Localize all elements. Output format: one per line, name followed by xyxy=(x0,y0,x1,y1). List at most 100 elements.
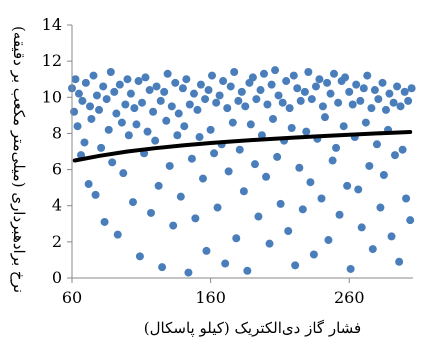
data-point xyxy=(404,96,413,105)
data-point xyxy=(124,131,133,140)
data-point xyxy=(385,89,394,98)
data-point xyxy=(378,78,387,87)
data-point xyxy=(202,246,211,255)
data-point xyxy=(309,250,318,259)
data-point xyxy=(345,87,354,96)
y-axis-label: نرخ برادهبرداری (میلی‌متر مکعب بر دقیقه) xyxy=(10,26,28,293)
data-point xyxy=(257,131,266,140)
data-point xyxy=(173,131,182,140)
data-point xyxy=(300,87,309,96)
data-point xyxy=(311,82,320,91)
data-point xyxy=(213,203,222,212)
data-point xyxy=(167,102,176,111)
data-point xyxy=(302,127,311,136)
data-point xyxy=(400,87,409,96)
data-point xyxy=(406,216,415,225)
data-point xyxy=(370,86,379,95)
data-point xyxy=(390,151,399,160)
data-point xyxy=(128,198,137,207)
data-point xyxy=(256,86,265,95)
data-point xyxy=(198,174,207,183)
data-point xyxy=(381,105,390,114)
data-point xyxy=(119,169,128,178)
data-point xyxy=(162,116,171,125)
data-point xyxy=(86,102,95,111)
data-point xyxy=(163,69,172,78)
data-point xyxy=(241,102,250,111)
data-point xyxy=(278,98,287,107)
data-point xyxy=(117,118,126,127)
data-point xyxy=(287,124,296,133)
data-points xyxy=(68,66,416,277)
y-tick-label: 14 xyxy=(42,15,62,34)
data-point xyxy=(182,75,191,84)
data-point xyxy=(317,194,326,203)
data-point xyxy=(165,161,174,170)
data-point xyxy=(234,96,243,105)
data-point xyxy=(138,98,147,107)
data-point xyxy=(132,120,141,129)
data-point xyxy=(306,178,315,187)
data-point xyxy=(230,67,239,76)
data-point xyxy=(298,205,307,214)
data-point xyxy=(368,245,377,254)
data-point xyxy=(84,180,93,189)
data-point xyxy=(99,82,108,91)
data-point xyxy=(359,84,368,93)
data-point xyxy=(365,161,374,170)
data-point xyxy=(274,91,283,100)
data-point xyxy=(402,194,411,203)
data-point xyxy=(295,163,304,172)
data-point xyxy=(219,77,228,86)
data-point xyxy=(276,199,285,208)
data-point xyxy=(252,95,261,104)
data-point xyxy=(271,66,280,75)
data-point xyxy=(80,138,89,147)
data-point xyxy=(195,133,204,142)
data-point xyxy=(335,210,344,219)
data-point xyxy=(346,264,355,273)
data-point xyxy=(110,87,119,96)
data-point xyxy=(250,160,259,169)
data-point xyxy=(187,154,196,163)
data-point xyxy=(224,167,233,176)
data-point xyxy=(263,100,272,109)
data-point xyxy=(145,86,154,95)
data-point xyxy=(112,109,121,118)
data-point xyxy=(407,84,416,93)
data-point xyxy=(184,268,193,277)
y-tick-label: 10 xyxy=(42,87,62,106)
data-point xyxy=(78,96,87,105)
data-point xyxy=(262,172,271,181)
data-point xyxy=(115,80,124,89)
data-point xyxy=(89,71,98,80)
data-point xyxy=(291,261,300,270)
data-point xyxy=(376,203,385,212)
data-point xyxy=(374,95,383,104)
data-point xyxy=(174,109,183,118)
x-axis-label: فشار گاز دی‌الکتریک (کیلو پاسکال) xyxy=(144,319,361,337)
data-point xyxy=(212,98,221,107)
data-point xyxy=(328,156,337,165)
data-point xyxy=(379,170,388,179)
data-point xyxy=(87,114,96,123)
data-point xyxy=(296,96,305,105)
y-tick-label: 8 xyxy=(52,123,62,142)
data-point xyxy=(151,136,160,145)
data-point xyxy=(273,152,282,161)
data-point xyxy=(158,263,167,272)
data-point xyxy=(154,181,163,190)
data-point xyxy=(289,71,298,80)
data-point xyxy=(108,158,117,167)
data-point xyxy=(135,252,144,261)
data-point xyxy=(104,125,113,134)
data-point xyxy=(389,98,398,107)
data-point xyxy=(361,118,370,127)
data-point xyxy=(191,214,200,223)
data-point xyxy=(367,104,376,113)
data-point xyxy=(92,91,101,100)
x-tick-label: 160 xyxy=(195,288,226,307)
data-point xyxy=(293,84,302,93)
data-point xyxy=(221,259,230,268)
